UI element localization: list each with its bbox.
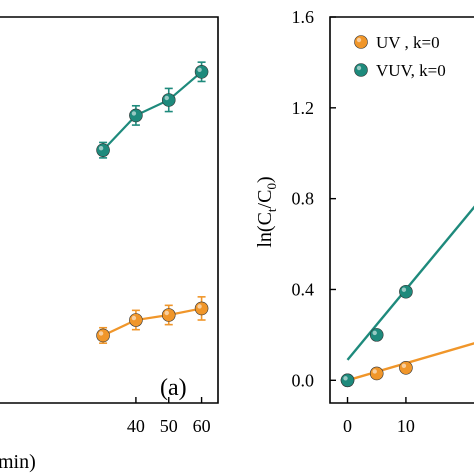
panel-a-x-tick-label: 60 bbox=[193, 416, 211, 436]
panel-b-y-tick-label: 1.2 bbox=[292, 98, 315, 118]
panel-b-vuv-point bbox=[399, 284, 413, 299]
panel-b-y-tick-label: 0.4 bbox=[292, 279, 315, 299]
panel-b-vuv-fit-line bbox=[346, 205, 474, 361]
panel-b-axes-frame bbox=[329, 16, 474, 404]
panel-b-y-ticks: 0.0 0.4 0.8 1.2 1.6 bbox=[292, 7, 336, 390]
panel-b-chart: 0.0 0.4 0.8 1.2 1.6 0 10 ln(Ct/C0) UV , k=0 VU… bbox=[254, 7, 474, 436]
panel-b-uv-point bbox=[369, 366, 384, 381]
panel-a-uv-point bbox=[161, 308, 176, 322]
panel-a-uv-point bbox=[129, 313, 143, 327]
panel-a-vuv-point bbox=[96, 143, 110, 157]
panel-a-label: (a) bbox=[160, 375, 187, 401]
panel-a-x-axis-label: min) bbox=[0, 451, 36, 473]
panel-b-y-tick-label: 0.8 bbox=[292, 189, 315, 209]
panel-a-axes-frame bbox=[0, 16, 219, 404]
panel-a-plot-area bbox=[96, 61, 209, 344]
panel-b-x-tick-label: 10 bbox=[397, 416, 415, 436]
panel-b-x-tick-label: 0 bbox=[343, 416, 352, 436]
panel-b-plot-area bbox=[340, 205, 474, 388]
panel-a-x-ticks: 40 50 60 bbox=[127, 397, 211, 436]
panel-b-uv-point bbox=[399, 361, 413, 375]
panel-a-chart: 40 50 60 (a) min) bbox=[0, 16, 219, 473]
panel-a-vuv-point bbox=[194, 65, 209, 79]
panel-b-uv-fit-line bbox=[347, 342, 474, 382]
panel-a-vuv-point bbox=[129, 108, 143, 123]
legend-uv-marker bbox=[354, 35, 368, 49]
panel-b-y-tick-label: 1.6 bbox=[292, 7, 315, 27]
panel-a-uv-point bbox=[96, 328, 110, 343]
panel-b-legend: UV , k=0 VUV, k=0 bbox=[354, 33, 446, 80]
legend-vuv-marker bbox=[354, 63, 368, 77]
panel-a-uv-line bbox=[102, 307, 202, 337]
panel-a-vuv-line bbox=[102, 70, 203, 151]
panel-b-vuv-point bbox=[340, 373, 355, 388]
panel-a-x-tick-label: 50 bbox=[160, 416, 178, 436]
panel-a-x-tick-label: 40 bbox=[127, 416, 145, 436]
legend-uv-label: UV , k=0 bbox=[376, 33, 440, 52]
panel-b-vuv-point bbox=[369, 328, 384, 342]
panel-a-uv-point bbox=[194, 301, 209, 316]
panel-b-x-ticks: 0 10 bbox=[343, 397, 415, 436]
legend-vuv-label: VUV, k=0 bbox=[376, 61, 446, 80]
panel-b-y-tick-label: 0.0 bbox=[292, 370, 315, 390]
panel-a-vuv-point bbox=[161, 93, 176, 107]
panel-b-y-axis-label: ln(Ct/C0) bbox=[254, 176, 279, 247]
